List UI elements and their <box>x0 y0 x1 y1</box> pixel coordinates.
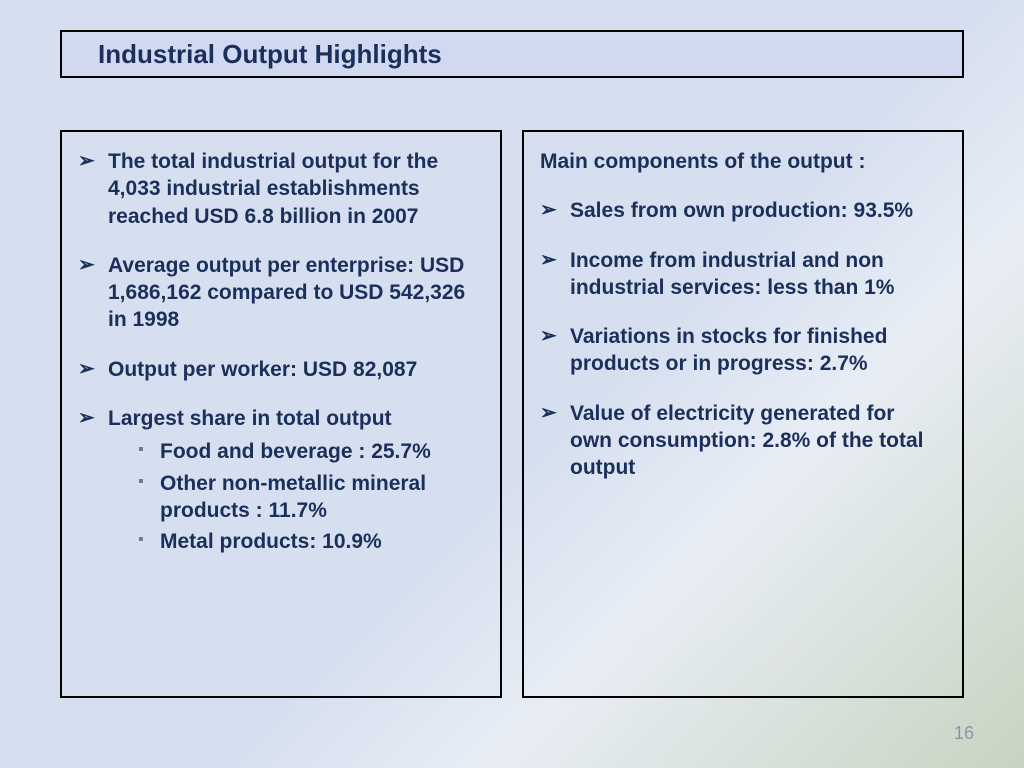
list-item: Output per worker: USD 82,087 <box>78 356 480 383</box>
content-columns: The total industrial output for the 4,03… <box>60 130 964 698</box>
list-item: Variations in stocks for finished produc… <box>540 323 942 378</box>
slide-title: Industrial Output Highlights <box>98 39 442 70</box>
right-column: Main components of the output : Sales fr… <box>522 130 964 698</box>
right-heading: Main components of the output : <box>540 148 942 175</box>
list-item-label: Largest share in total output <box>108 407 392 430</box>
title-bar: Industrial Output Highlights <box>60 30 964 78</box>
right-list: Sales from own production: 93.5% Income … <box>540 197 942 481</box>
sub-list-item: Other non-metallic mineral products : 11… <box>108 470 480 525</box>
sub-list-item: Food and beverage : 25.7% <box>108 438 480 465</box>
sub-list: Food and beverage : 25.7% Other non-meta… <box>108 438 480 555</box>
left-column: The total industrial output for the 4,03… <box>60 130 502 698</box>
sub-list-item: Metal products: 10.9% <box>108 528 480 555</box>
list-item: The total industrial output for the 4,03… <box>78 148 480 230</box>
list-item: Largest share in total output Food and b… <box>78 405 480 555</box>
list-item: Income from industrial and non industria… <box>540 247 942 302</box>
list-item: Sales from own production: 93.5% <box>540 197 942 224</box>
list-item: Average output per enterprise: USD 1,686… <box>78 252 480 334</box>
left-list: The total industrial output for the 4,03… <box>78 148 480 556</box>
list-item: Value of electricity generated for own c… <box>540 400 942 482</box>
page-number: 16 <box>954 723 974 744</box>
